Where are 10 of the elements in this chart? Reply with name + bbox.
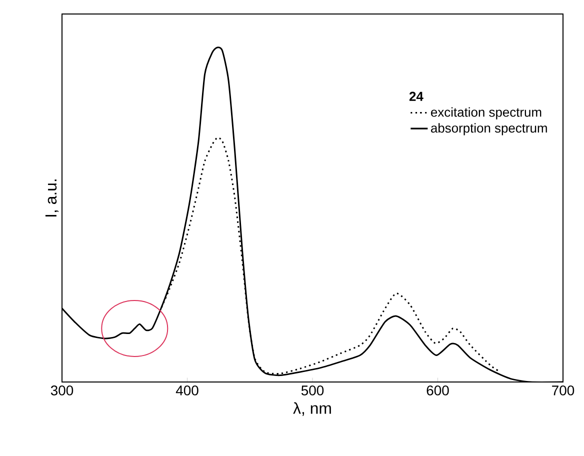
- legend-title: 24: [409, 92, 424, 101]
- x-tick-label: 700: [552, 386, 574, 396]
- x-tick-label: 400: [176, 386, 198, 396]
- legend-label: excitation spectrum: [431, 107, 542, 120]
- legend-label: absorption spectrum: [431, 123, 547, 136]
- x-tick-label: 300: [50, 386, 74, 396]
- x-axis-title: λ, nm: [293, 402, 331, 416]
- x-tick-label: 600: [426, 386, 449, 396]
- x-tick-label: 500: [301, 386, 324, 396]
- y-axis-title: I, a.u.: [45, 180, 58, 216]
